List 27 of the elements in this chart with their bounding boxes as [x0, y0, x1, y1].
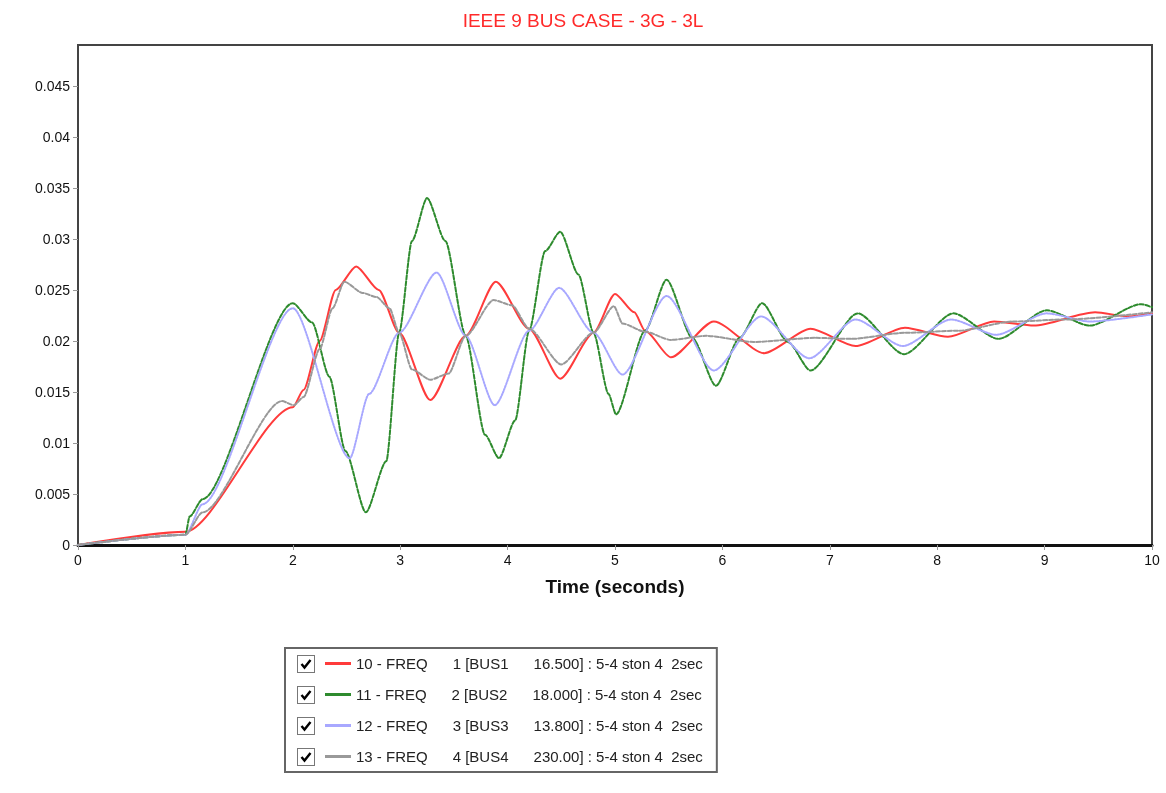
- x-tick-label: 6: [718, 552, 727, 568]
- legend-label: 11 - FREQ 2 [BUS2 18.000] : 5-4 ston 4 2sec: [356, 686, 703, 703]
- x-tick-label: 2: [288, 552, 297, 568]
- legend-label: 13 - FREQ 4 [BUS4 230.00] : 5-4 ston 4 2sec: [356, 748, 704, 765]
- x-axis-title: Time (seconds): [545, 576, 685, 597]
- y-tick-label: 0.045: [34, 77, 71, 94]
- x-tick-label: 3: [396, 552, 405, 568]
- y-tick-label: 0.005: [34, 485, 71, 502]
- chart-title: IEEE 9 BUS CASE - 3G - 3L: [462, 10, 704, 31]
- x-tick-label: 10: [1144, 552, 1160, 568]
- x-tick-label: 4: [503, 552, 512, 568]
- legend-label: 12 - FREQ 3 [BUS3 13.800] : 5-4 ston 4 2sec: [356, 717, 704, 734]
- x-tick-label: 7: [825, 552, 834, 568]
- x-tick-label: 1: [181, 552, 190, 568]
- x-tick-label: 5: [611, 552, 620, 568]
- y-tick-label: 0.01: [42, 434, 71, 451]
- y-tick-label: 0.015: [34, 383, 71, 400]
- x-tick-label: 8: [933, 552, 942, 568]
- y-tick-label: 0.03: [42, 230, 71, 247]
- y-tick-label: 0: [62, 537, 71, 553]
- y-tick-label: 0.04: [42, 128, 71, 145]
- x-tick-label: 9: [1040, 552, 1049, 568]
- y-tick-label: 0.025: [34, 281, 71, 298]
- y-tick-label: 0.02: [42, 332, 71, 349]
- legend-label: 10 - FREQ 1 [BUS1 16.500] : 5-4 ston 4 2sec: [356, 655, 704, 672]
- x-tick-label: 0: [74, 552, 83, 568]
- y-tick-label: 0.035: [34, 179, 71, 196]
